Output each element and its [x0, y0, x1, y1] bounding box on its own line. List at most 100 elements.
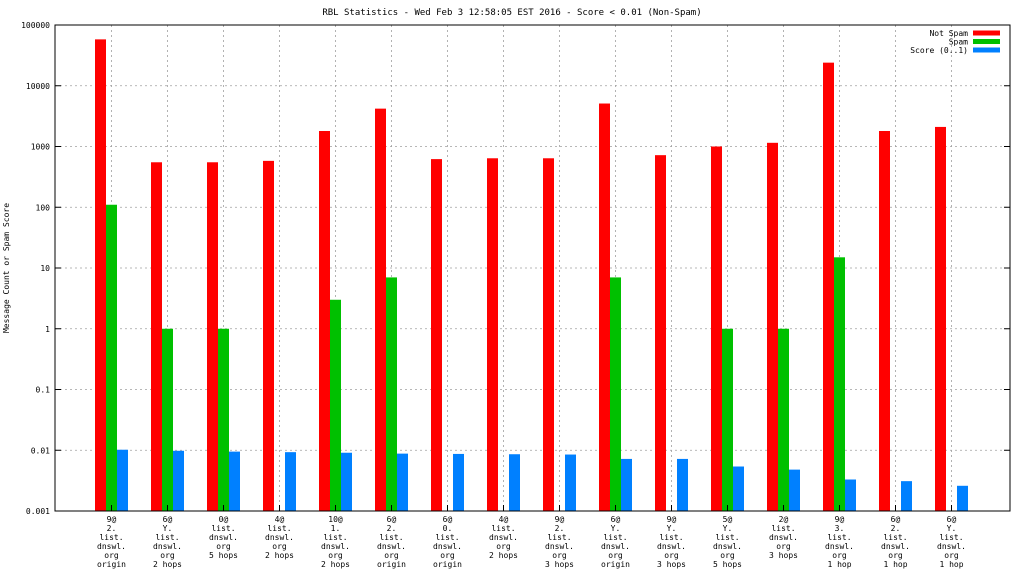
- x-category-line: org: [328, 551, 343, 560]
- x-category-line: dnswl.: [657, 542, 686, 551]
- y-tick-label: 1: [45, 325, 50, 334]
- x-category-line: org: [832, 551, 847, 560]
- x-category-line: org: [888, 551, 903, 560]
- bar-spam: [722, 328, 733, 511]
- bar-spam: [610, 277, 621, 511]
- bar-spam: [162, 328, 173, 511]
- x-category-line: dnswl.: [265, 533, 294, 542]
- x-category-line: 1 hop: [883, 560, 907, 569]
- y-tick-label: 100: [36, 203, 51, 212]
- bar-not-spam: [543, 158, 554, 511]
- x-category-line: list.: [883, 533, 907, 542]
- x-category-line: 5 hops: [209, 551, 238, 560]
- y-tick-label: 0.01: [31, 446, 50, 455]
- bar-score-0-1: [173, 450, 184, 511]
- y-tick-label: 100000: [21, 21, 50, 30]
- legend-swatch: [973, 47, 1000, 53]
- bar-not-spam: [655, 155, 666, 511]
- x-category-label: 6@ Y. list. dnswl. org 2 hops: [153, 515, 182, 569]
- x-category-line: 2.: [387, 524, 397, 533]
- bar-not-spam: [207, 162, 218, 512]
- x-category-line: 5@: [723, 515, 733, 524]
- bar-score-0-1: [117, 449, 128, 511]
- x-category-line: list.: [827, 533, 851, 542]
- x-category-line: 2@: [779, 515, 789, 524]
- grid-layer: [55, 25, 1010, 511]
- x-category-line: 5 hops: [713, 560, 742, 569]
- x-category-label: 4@ list. dnswl. org 2 hops: [489, 515, 518, 560]
- y-axis-label: Message Count or Spam Score: [2, 203, 11, 333]
- bar-score-0-1: [397, 453, 408, 511]
- x-category-line: org: [664, 551, 679, 560]
- bar-score-0-1: [677, 458, 688, 511]
- x-category-line: 4@: [275, 515, 285, 524]
- x-category-line: 6@: [611, 515, 621, 524]
- x-category-line: 9@: [555, 515, 565, 524]
- x-category-line: list.: [547, 533, 571, 542]
- x-category-line: 9@: [667, 515, 677, 524]
- bar-score-0-1: [957, 485, 968, 511]
- x-category-line: list.: [323, 533, 347, 542]
- x-category-line: 6@: [891, 515, 901, 524]
- x-category-line: org: [216, 542, 231, 551]
- bar-layer: [95, 39, 968, 512]
- x-category-line: 6@: [443, 515, 453, 524]
- x-category-line: list.: [491, 524, 515, 533]
- x-category-line: list.: [603, 533, 627, 542]
- x-category-line: org: [608, 551, 623, 560]
- legend-label: Not Spam: [929, 29, 968, 38]
- x-category-line: dnswl.: [825, 542, 854, 551]
- chart-title: RBL Statistics - Wed Feb 3 12:58:05 EST …: [322, 8, 701, 18]
- x-category-line: list.: [771, 524, 795, 533]
- y-tick-label: 1000: [31, 143, 50, 152]
- bar-score-0-1: [565, 454, 576, 511]
- bar-not-spam: [935, 126, 946, 512]
- x-category-line: list.: [939, 533, 963, 542]
- x-category-line: origin: [601, 560, 630, 569]
- x-category-line: 1 hop: [939, 560, 963, 569]
- x-category-line: 2 hops: [153, 560, 182, 569]
- bar-score-0-1: [341, 452, 352, 511]
- legend-label: Spam: [949, 38, 968, 47]
- bar-not-spam: [319, 130, 330, 512]
- x-category-label: 5@ Y. list. dnswl. org 5 hops: [713, 515, 742, 569]
- x-category-line: origin: [97, 560, 126, 569]
- x-category-line: 2.: [891, 524, 901, 533]
- x-category-line: dnswl.: [937, 542, 966, 551]
- x-category-line: 0.: [443, 524, 453, 533]
- x-category-label: 6@ Y. list. dnswl. org origin: [601, 515, 630, 569]
- x-category-line: dnswl.: [321, 542, 350, 551]
- bar-score-0-1: [453, 453, 464, 511]
- x-category-label: 9@ 2. list. dnswl. org 3 hops: [545, 515, 574, 569]
- x-category-line: origin: [433, 560, 462, 569]
- x-category-line: 6@: [163, 515, 173, 524]
- x-category-line: 2 hops: [489, 551, 518, 560]
- bar-score-0-1: [229, 451, 240, 511]
- bar-not-spam: [431, 159, 442, 512]
- bar-spam: [218, 328, 229, 511]
- bar-spam: [778, 328, 789, 511]
- x-category-line: Y.: [667, 524, 677, 533]
- x-category-line: dnswl.: [769, 533, 798, 542]
- x-category-label: 6@ 2. list. dnswl. org origin: [377, 515, 406, 569]
- bar-score-0-1: [285, 452, 296, 511]
- x-category-line: org: [776, 542, 791, 551]
- x-category-line: org: [272, 542, 287, 551]
- x-category-line: dnswl.: [713, 542, 742, 551]
- y-tick-label: 0.001: [26, 507, 50, 516]
- legend-swatch: [973, 39, 1000, 44]
- plot-frame: [54, 24, 1011, 512]
- x-category-line: list.: [715, 533, 739, 542]
- x-category-line: dnswl.: [545, 542, 574, 551]
- bar-score-0-1: [845, 479, 856, 511]
- bar-not-spam: [823, 62, 834, 512]
- bar-spam: [834, 257, 845, 511]
- x-category-line: org: [496, 542, 511, 551]
- bar-not-spam: [599, 103, 610, 512]
- x-category-line: 1.: [331, 524, 341, 533]
- x-category-line: 2.: [107, 524, 117, 533]
- x-category-line: org: [440, 551, 455, 560]
- x-category-line: Y.: [947, 524, 957, 533]
